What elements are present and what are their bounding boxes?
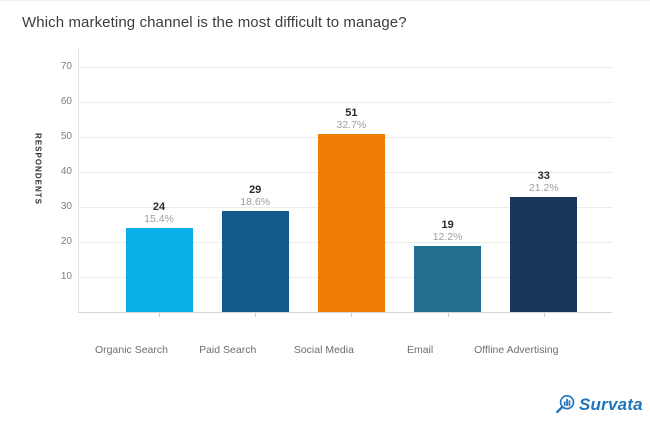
y-tick-label: 40 bbox=[60, 166, 72, 177]
magnifier-barchart-icon bbox=[556, 394, 575, 414]
y-tick-label: 60 bbox=[60, 96, 72, 107]
bar-value: 19 bbox=[441, 218, 454, 231]
bar-value-label: 24 15.4% bbox=[114, 201, 204, 225]
y-tick-label: 30 bbox=[60, 201, 72, 212]
bar-percent: 18.6% bbox=[240, 195, 271, 208]
x-category-label: Offline Advertising bbox=[474, 344, 559, 356]
x-axis-tick bbox=[159, 313, 160, 317]
survata-logo[interactable]: Survata bbox=[554, 393, 643, 416]
bar-value-label: 33 21.2% bbox=[499, 170, 589, 194]
x-axis-tick bbox=[351, 313, 353, 317]
bar-value: 33 bbox=[537, 169, 550, 182]
x-category-label: Paid Search bbox=[199, 344, 257, 356]
bar-value: 29 bbox=[249, 183, 262, 196]
bar-value-label: 29 18.6% bbox=[210, 184, 300, 208]
x-axis-tick bbox=[255, 313, 257, 317]
bar-percent: 15.4% bbox=[144, 213, 174, 225]
x-axis-line bbox=[78, 312, 612, 313]
bar bbox=[510, 196, 578, 312]
bar bbox=[414, 245, 482, 312]
bar-value: 24 bbox=[152, 201, 166, 213]
y-tick-label: 70 bbox=[60, 61, 72, 72]
bar-value-label: 51 32.7% bbox=[306, 107, 396, 131]
y-tick-label: 50 bbox=[60, 131, 72, 142]
bar-percent: 32.7% bbox=[336, 118, 367, 131]
bar bbox=[317, 133, 385, 312]
gridline bbox=[78, 102, 612, 103]
x-axis-tick bbox=[447, 313, 449, 317]
bar-percent: 21.2% bbox=[528, 181, 559, 194]
x-category-label: Organic Search bbox=[95, 344, 168, 356]
bar bbox=[125, 228, 193, 312]
y-tick-label: 10 bbox=[60, 271, 72, 282]
bar-value-label: 19 12.2% bbox=[403, 219, 493, 243]
x-category-label: Email bbox=[406, 344, 434, 356]
bar-percent: 12.2% bbox=[432, 230, 463, 243]
x-category-label: Social Media bbox=[293, 344, 354, 356]
survata-wordmark: Survata bbox=[579, 394, 643, 414]
y-axis-line bbox=[78, 47, 79, 312]
y-tick-label: 20 bbox=[60, 236, 72, 247]
x-axis-tick bbox=[543, 313, 545, 317]
chart-title: Which marketing channel is the most diff… bbox=[22, 14, 407, 31]
bar bbox=[221, 210, 289, 312]
gridline bbox=[78, 67, 612, 68]
bar-value: 51 bbox=[345, 106, 358, 119]
